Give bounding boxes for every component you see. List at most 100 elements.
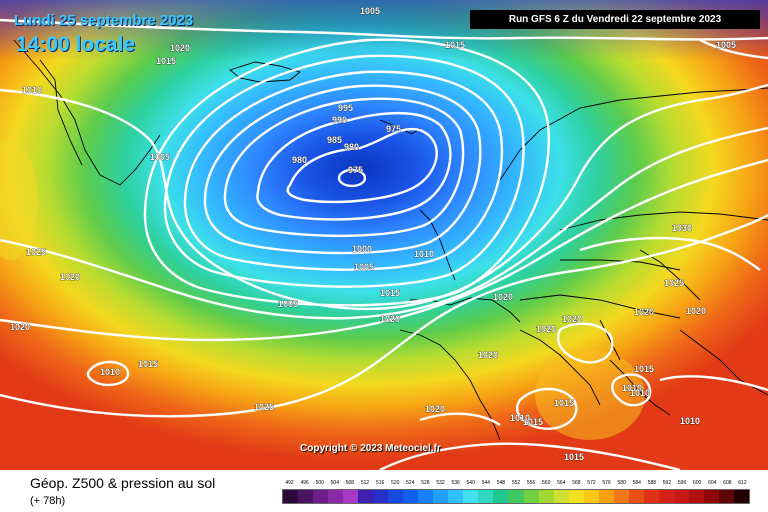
isobar-label: 1005: [716, 40, 736, 50]
isobar-label: 1025: [254, 402, 274, 412]
legend-value: 560: [542, 480, 551, 486]
weather-map: 1020 1015 1010 1005 1015 1005 1005 995 9…: [0, 0, 768, 470]
isobar-label: 1015: [634, 364, 654, 374]
legend-labels: 492 496 500 504 508 512 516 520 524 528 532 536 540 5…: [282, 480, 750, 488]
legend-swatch: [493, 490, 509, 503]
isobar-label: 1020: [493, 292, 513, 302]
legend-swatch: [283, 490, 299, 503]
warm-core-south: [535, 350, 645, 440]
legend-swatch: [343, 490, 359, 503]
isobar-label: 995: [338, 103, 353, 113]
legend-value: 492: [285, 480, 294, 486]
forecast-lead: (+ 78h): [30, 495, 66, 507]
isobar-label: 1025: [26, 247, 46, 257]
legend-value: 592: [662, 480, 672, 486]
isobar-label: 1010: [22, 85, 42, 95]
isobar-label: 1000: [352, 244, 372, 254]
copyright-notice: Copyright © 2023 Meteociel.fr: [300, 443, 441, 454]
legend-swatch: [658, 490, 674, 503]
isobar-label: 1030: [672, 223, 692, 233]
legend-swatch: [478, 490, 494, 503]
isobar-label: 1015: [564, 452, 584, 462]
isobar-label: 1020: [562, 314, 582, 324]
legend-swatch: [613, 490, 629, 503]
legend-value: 548: [496, 480, 506, 486]
isobar-label: 1020: [634, 307, 654, 317]
run-info: Run GFS 6 Z du Vendredi 22 septembre 202…: [470, 10, 760, 29]
legend-swatch: [463, 490, 479, 503]
isobar-lines: [0, 18, 768, 470]
isobar-label: 1015: [554, 398, 574, 408]
isobar-label: 1015: [156, 56, 176, 66]
legend-value: 552: [511, 480, 521, 486]
legend-swatch: [553, 490, 569, 503]
isobar-label: 1020: [380, 314, 400, 324]
legend-value: 520: [391, 480, 400, 486]
isobar-label: 1020: [10, 322, 30, 332]
legend-swatch: [628, 490, 644, 503]
isobar-label: 1015: [138, 359, 158, 369]
legend-value: 496: [300, 480, 309, 486]
isobar-label: 980: [292, 155, 307, 165]
legend-value: 544: [481, 480, 490, 486]
legend-swatch: [313, 490, 329, 503]
legend-value: 576: [602, 480, 611, 486]
isobar-label: 1020: [170, 43, 190, 53]
isobar-label: 1020: [60, 272, 80, 282]
legend-swatch: [718, 490, 734, 503]
legend-swatch: [583, 490, 599, 503]
isobar-labels: 1020 1015 1010 1005 1015 1005 1005 995 9…: [10, 6, 737, 463]
isobar-label: 985: [327, 135, 342, 145]
warm-band-west: [0, 140, 38, 260]
isobar-label: 980: [344, 142, 359, 152]
legend-swatch: [328, 490, 344, 503]
legend-value: 524: [406, 480, 415, 486]
legend-swatch: [388, 490, 404, 503]
legend-swatch: [538, 490, 554, 503]
isobar-label: 1015: [380, 288, 400, 298]
legend-swatch: [433, 490, 449, 503]
isobar-label: 1010: [414, 249, 434, 259]
legend-swatch: [598, 490, 614, 503]
isobar-label: 990: [332, 115, 347, 125]
isobar-label: 1020: [478, 350, 498, 360]
legend-value: 580: [617, 480, 626, 486]
legend-value: 564: [557, 480, 566, 486]
legend-swatch: [418, 490, 434, 503]
legend-swatch: [373, 490, 389, 503]
isobar-label: 975: [386, 124, 401, 134]
legend-swatch: [733, 490, 749, 503]
legend-value: 536: [451, 480, 460, 486]
legend-swatch: [568, 490, 584, 503]
isobar-label: 1020: [686, 306, 706, 316]
isobar-label: 1005: [360, 6, 380, 16]
legend-value: 608: [723, 480, 732, 486]
legend-value: 588: [647, 480, 657, 486]
legend-swatch: [358, 490, 374, 503]
legend-swatch: [508, 490, 524, 503]
legend-value: 532: [436, 480, 445, 486]
isobar-label: 1010: [510, 413, 530, 423]
legend-swatch: [703, 490, 719, 503]
legend-value: 508: [345, 480, 355, 486]
isobar-label: 1005: [354, 262, 374, 272]
legend-value: 596: [677, 480, 687, 486]
isobar-label: 1010: [100, 367, 120, 377]
isobar-label: 1010: [622, 383, 642, 393]
forecast-date: Lundi 25 septembre 2023: [14, 12, 194, 29]
legend-value: 540: [466, 480, 475, 486]
legend-swatch: [643, 490, 659, 503]
legend-value: 568: [572, 480, 581, 486]
legend-value: 516: [375, 480, 385, 486]
legend-swatch: [298, 490, 314, 503]
legend-value: 612: [738, 480, 747, 486]
forecast-time: 14:00 locale: [16, 33, 136, 56]
legend-swatch: [523, 490, 539, 503]
map-title: Géop. Z500 & pression au sol: [30, 475, 216, 491]
legend-value: 528: [421, 480, 430, 486]
isobar-label: 1015: [445, 40, 465, 50]
isobar-label: 1015: [523, 417, 543, 427]
isobar-label: 1005: [278, 299, 298, 309]
legend-value: 500: [315, 480, 324, 486]
